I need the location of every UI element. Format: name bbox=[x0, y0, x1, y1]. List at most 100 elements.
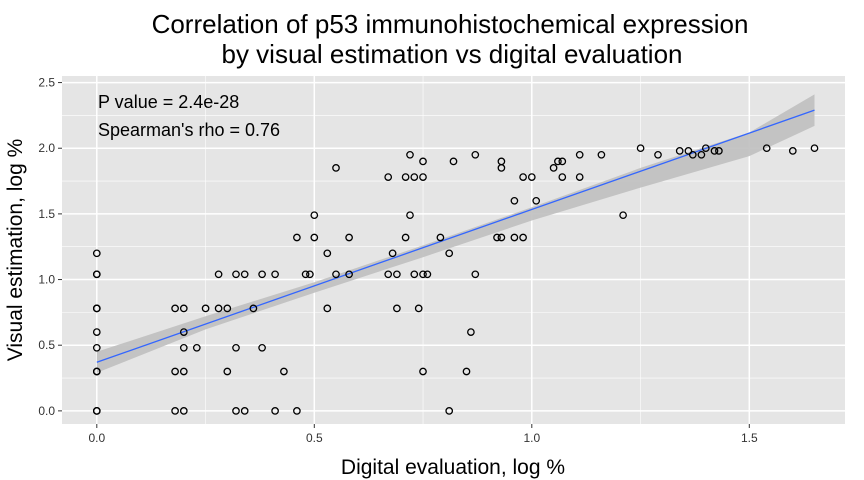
data-point bbox=[406, 150, 414, 159]
x-tick-label: 1.0 bbox=[523, 431, 540, 445]
data-point bbox=[406, 211, 414, 220]
data-point bbox=[92, 407, 101, 415]
data-point bbox=[462, 367, 471, 376]
data-point bbox=[575, 173, 584, 181]
data-point bbox=[223, 304, 232, 313]
data-point bbox=[171, 407, 179, 415]
data-point bbox=[323, 249, 332, 258]
data-point bbox=[384, 173, 393, 181]
p-value-annotation: P value = 2.4e-28 bbox=[98, 92, 239, 112]
data-point bbox=[636, 144, 645, 153]
data-point bbox=[701, 144, 710, 153]
data-point bbox=[201, 304, 210, 313]
data-point bbox=[393, 270, 401, 279]
data-point bbox=[271, 407, 279, 415]
confidence-band bbox=[96, 94, 815, 373]
data-point bbox=[410, 173, 419, 181]
data-point bbox=[519, 233, 527, 242]
data-point bbox=[345, 270, 353, 279]
data-point bbox=[619, 211, 627, 220]
data-point bbox=[419, 270, 427, 279]
data-point bbox=[306, 270, 314, 279]
data-point bbox=[697, 150, 706, 159]
data-point bbox=[92, 367, 101, 376]
data-point bbox=[214, 270, 223, 279]
data-point bbox=[310, 233, 319, 242]
data-point bbox=[575, 150, 584, 159]
data-point bbox=[401, 233, 410, 242]
data-point bbox=[258, 343, 266, 352]
data-point bbox=[675, 147, 684, 155]
data-point bbox=[332, 270, 340, 279]
data-point bbox=[810, 144, 819, 153]
data-point bbox=[310, 211, 319, 220]
grid-lines bbox=[62, 76, 845, 424]
y-tick-label: 2.0 bbox=[38, 141, 55, 155]
data-points bbox=[92, 144, 819, 415]
confidence-band-area bbox=[96, 94, 815, 373]
data-point bbox=[179, 304, 188, 313]
data-point bbox=[414, 304, 423, 313]
data-point bbox=[449, 157, 458, 166]
y-axis-ticks: 0.0 0.5 1.0 1.5 2.0 2.5 bbox=[38, 76, 62, 418]
data-point bbox=[232, 407, 240, 415]
data-point bbox=[762, 144, 771, 153]
chart-title-line2: by visual estimation vs digital evaluati… bbox=[221, 39, 682, 69]
data-point bbox=[467, 328, 475, 336]
data-point bbox=[684, 147, 693, 155]
x-axis-ticks: 0.0 0.5 1.0 1.5 bbox=[88, 424, 758, 445]
x-tick-label: 0.5 bbox=[306, 431, 323, 445]
data-point bbox=[92, 343, 101, 352]
data-point bbox=[240, 407, 249, 415]
data-point bbox=[715, 147, 723, 155]
data-point bbox=[549, 164, 558, 172]
plot-panel bbox=[62, 76, 845, 424]
chart-title-line1: Correlation of p53 immunohistochemical e… bbox=[152, 9, 749, 39]
data-point bbox=[497, 157, 506, 166]
data-point bbox=[436, 233, 445, 242]
data-point bbox=[179, 407, 188, 415]
x-tick-label: 0.0 bbox=[88, 431, 105, 445]
data-point bbox=[92, 270, 101, 279]
spearman-annotation: Spearman's rho = 0.76 bbox=[98, 120, 280, 140]
data-point bbox=[323, 304, 332, 313]
data-point bbox=[423, 270, 432, 279]
data-point bbox=[332, 164, 340, 172]
data-point bbox=[171, 367, 179, 376]
data-point bbox=[249, 304, 258, 313]
data-point bbox=[384, 270, 393, 279]
data-point bbox=[445, 407, 454, 415]
data-point bbox=[471, 150, 480, 159]
data-point bbox=[271, 270, 279, 279]
data-point bbox=[471, 270, 480, 279]
data-point bbox=[497, 233, 506, 242]
data-point bbox=[240, 270, 249, 279]
data-point bbox=[179, 328, 188, 336]
data-point bbox=[214, 304, 223, 313]
data-point bbox=[527, 173, 536, 181]
data-point bbox=[493, 233, 501, 242]
data-point bbox=[519, 173, 527, 181]
data-point bbox=[232, 270, 240, 279]
data-point bbox=[597, 150, 606, 159]
data-point bbox=[688, 150, 697, 159]
data-point bbox=[293, 407, 301, 415]
data-point bbox=[92, 328, 101, 336]
data-point bbox=[301, 270, 310, 279]
y-axis-title: Visual estimation, log % bbox=[4, 139, 27, 362]
data-point bbox=[388, 249, 397, 258]
data-point bbox=[92, 304, 101, 313]
data-point bbox=[510, 233, 519, 242]
data-point bbox=[554, 157, 562, 166]
data-point bbox=[419, 367, 427, 376]
data-point bbox=[410, 270, 419, 279]
y-tick-label: 0.5 bbox=[38, 338, 55, 352]
data-point bbox=[192, 343, 201, 352]
data-point bbox=[280, 367, 288, 376]
data-point bbox=[293, 233, 301, 242]
data-point bbox=[345, 233, 353, 242]
data-point bbox=[419, 157, 427, 166]
data-point bbox=[92, 249, 101, 258]
y-tick-label: 1.0 bbox=[38, 273, 55, 287]
